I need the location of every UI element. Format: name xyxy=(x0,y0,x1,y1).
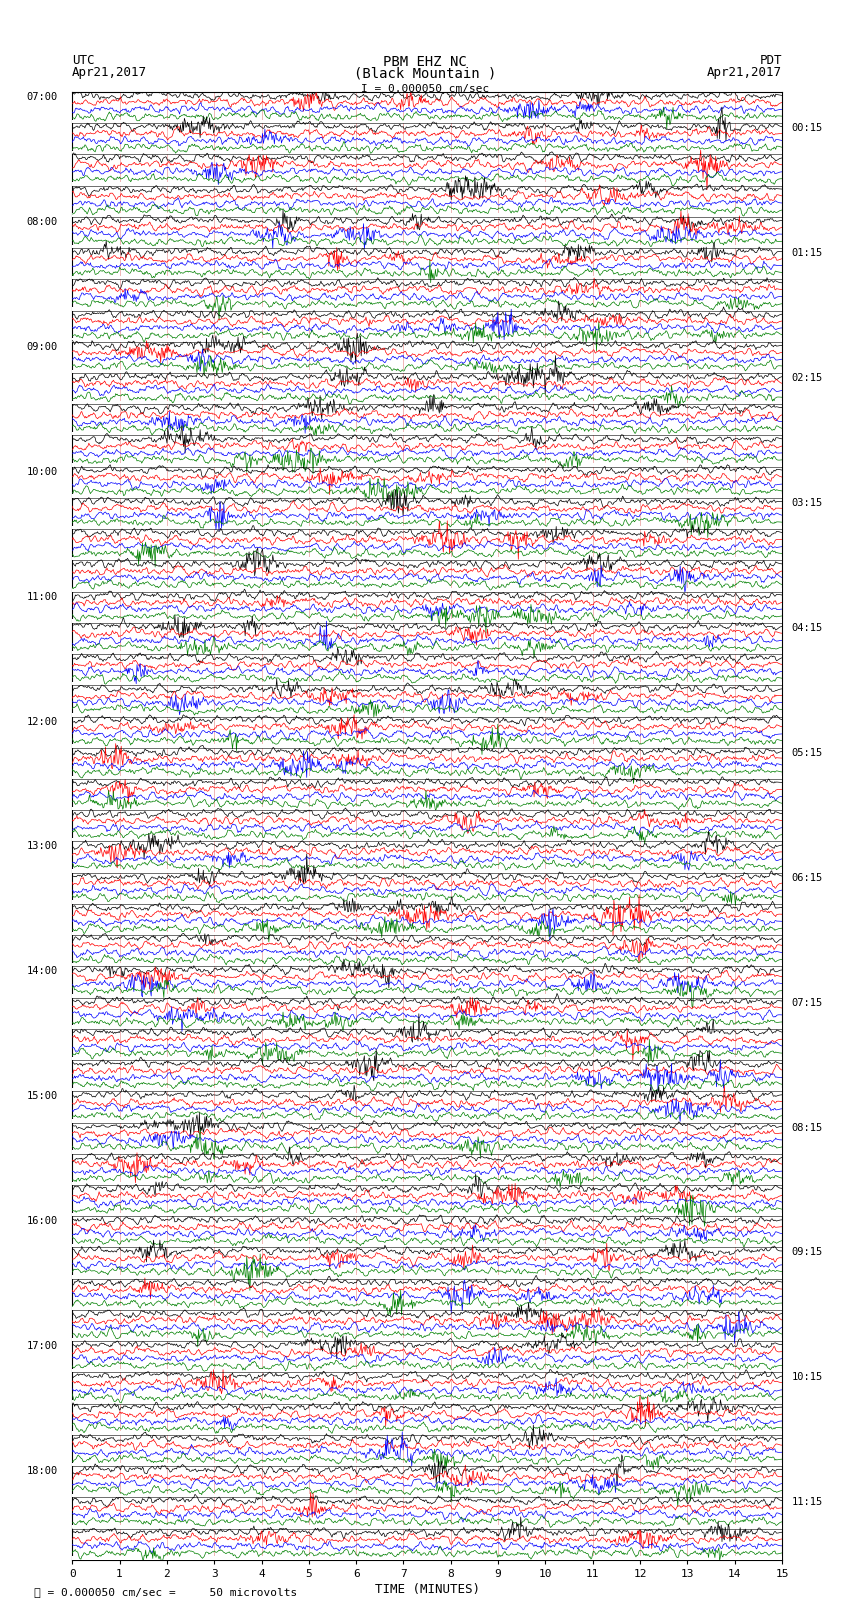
Bar xyxy=(72,1057,782,1060)
Text: 14:00: 14:00 xyxy=(27,966,58,976)
Bar xyxy=(72,432,782,436)
Text: ⅀ = 0.000050 cm/sec =     50 microvolts: ⅀ = 0.000050 cm/sec = 50 microvolts xyxy=(34,1587,298,1597)
Bar xyxy=(72,245,782,248)
Bar xyxy=(72,1276,782,1279)
Bar xyxy=(72,1087,782,1092)
Text: 09:00: 09:00 xyxy=(27,342,58,352)
Bar xyxy=(72,339,782,342)
Text: 07:00: 07:00 xyxy=(27,92,58,102)
Bar xyxy=(72,1524,782,1529)
Text: 08:15: 08:15 xyxy=(791,1123,823,1132)
Bar xyxy=(72,1119,782,1123)
Bar xyxy=(72,182,782,185)
Bar xyxy=(72,806,782,810)
Bar xyxy=(72,744,782,748)
Text: 11:00: 11:00 xyxy=(27,592,58,602)
Bar xyxy=(72,1337,782,1340)
Bar xyxy=(72,1431,782,1436)
Bar xyxy=(72,495,782,498)
Text: 11:15: 11:15 xyxy=(791,1497,823,1507)
Text: 05:15: 05:15 xyxy=(791,748,823,758)
Text: 16:00: 16:00 xyxy=(27,1216,58,1226)
Text: 03:15: 03:15 xyxy=(791,498,823,508)
Bar xyxy=(72,213,782,216)
Text: PDT: PDT xyxy=(760,53,782,66)
Bar xyxy=(72,369,782,373)
Bar xyxy=(72,463,782,466)
Text: 04:15: 04:15 xyxy=(791,623,823,632)
Text: Apr21,2017: Apr21,2017 xyxy=(72,66,147,79)
X-axis label: TIME (MINUTES): TIME (MINUTES) xyxy=(375,1582,479,1595)
Bar xyxy=(72,276,782,279)
Bar xyxy=(72,1400,782,1403)
Text: 15:00: 15:00 xyxy=(27,1092,58,1102)
Bar xyxy=(72,839,782,842)
Bar xyxy=(72,1182,782,1186)
Bar xyxy=(72,1150,782,1153)
Text: 10:00: 10:00 xyxy=(27,466,58,477)
Text: 02:15: 02:15 xyxy=(791,373,823,382)
Bar xyxy=(72,650,782,655)
Text: 07:15: 07:15 xyxy=(791,997,823,1008)
Bar xyxy=(72,994,782,997)
Bar xyxy=(72,963,782,966)
Text: 08:00: 08:00 xyxy=(27,216,58,227)
Bar xyxy=(72,589,782,592)
Text: 06:15: 06:15 xyxy=(791,873,823,882)
Bar xyxy=(72,869,782,873)
Bar xyxy=(72,682,782,686)
Bar xyxy=(72,1369,782,1373)
Bar xyxy=(72,400,782,405)
Bar xyxy=(72,119,782,123)
Text: 09:15: 09:15 xyxy=(791,1247,823,1258)
Text: 01:15: 01:15 xyxy=(791,248,823,258)
Text: 13:00: 13:00 xyxy=(27,842,58,852)
Bar xyxy=(72,1026,782,1029)
Text: 18:00: 18:00 xyxy=(27,1466,58,1476)
Bar xyxy=(72,556,782,560)
Bar xyxy=(72,619,782,623)
Text: I = 0.000050 cm/sec: I = 0.000050 cm/sec xyxy=(361,84,489,94)
Text: PBM EHZ NC: PBM EHZ NC xyxy=(383,55,467,69)
Bar xyxy=(72,713,782,716)
Text: 17:00: 17:00 xyxy=(27,1340,58,1352)
Text: UTC: UTC xyxy=(72,53,94,66)
Bar xyxy=(72,526,782,529)
Bar xyxy=(72,1463,782,1466)
Text: 12:00: 12:00 xyxy=(27,716,58,726)
Text: (Black Mountain ): (Black Mountain ) xyxy=(354,66,496,81)
Bar xyxy=(72,932,782,936)
Bar xyxy=(72,1557,782,1560)
Bar xyxy=(72,1307,782,1310)
Text: 10:15: 10:15 xyxy=(791,1373,823,1382)
Bar xyxy=(72,306,782,311)
Bar xyxy=(72,1244,782,1247)
Bar xyxy=(72,1213,782,1216)
Bar xyxy=(72,152,782,155)
Bar xyxy=(72,1494,782,1497)
Text: 00:15: 00:15 xyxy=(791,123,823,134)
Text: Apr21,2017: Apr21,2017 xyxy=(707,66,782,79)
Bar xyxy=(72,776,782,779)
Bar xyxy=(72,900,782,903)
